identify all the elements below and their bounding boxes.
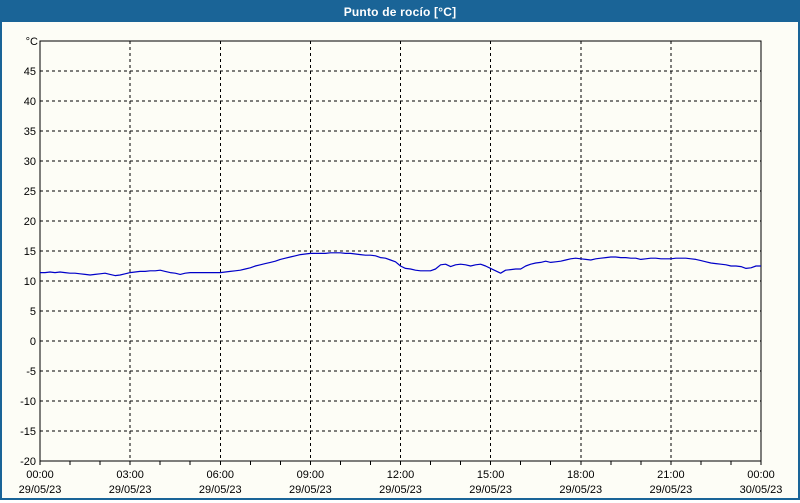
title-bar: Punto de rocío [°C] <box>2 2 798 22</box>
svg-text:15:00: 15:00 <box>477 469 505 481</box>
axis-ticks <box>39 461 762 465</box>
chart-area: 45 40 35 30 25 20 15 10 5 0 -5 -10 -15 -20 00:00 29/05/… <box>2 22 798 498</box>
svg-text:29/05/23: 29/05/23 <box>19 484 62 496</box>
svg-text:00:00: 00:00 <box>26 469 54 481</box>
svg-text:0: 0 <box>30 336 36 348</box>
svg-text:29/05/23: 29/05/23 <box>379 484 422 496</box>
svg-text:25: 25 <box>24 186 36 198</box>
svg-text:29/05/23: 29/05/23 <box>559 484 602 496</box>
svg-text:29/05/23: 29/05/23 <box>469 484 512 496</box>
svg-text:30/05/23: 30/05/23 <box>740 484 783 496</box>
plot-border <box>39 40 762 462</box>
svg-text:06:00: 06:00 <box>206 469 234 481</box>
svg-text:30: 30 <box>24 156 36 168</box>
svg-text:45: 45 <box>24 66 36 78</box>
svg-text:-10: -10 <box>20 396 36 408</box>
svg-text:5: 5 <box>30 306 36 318</box>
svg-text:03:00: 03:00 <box>116 469 144 481</box>
axis-labels: 454035302520151050-5-10-15-2000:0029/05/… <box>19 36 783 496</box>
y-axis-unit-label: °C <box>26 36 38 48</box>
svg-text:15: 15 <box>24 246 36 258</box>
svg-text:29/05/23: 29/05/23 <box>289 484 332 496</box>
svg-text:40: 40 <box>24 96 36 108</box>
svg-text:21:00: 21:00 <box>657 469 685 481</box>
window-title: Punto de rocío [°C] <box>343 5 457 19</box>
svg-text:29/05/23: 29/05/23 <box>109 484 152 496</box>
svg-text:29/05/23: 29/05/23 <box>199 484 242 496</box>
svg-text:10: 10 <box>24 276 36 288</box>
svg-text:-15: -15 <box>20 426 36 438</box>
svg-text:29/05/23: 29/05/23 <box>649 484 692 496</box>
svg-text:-5: -5 <box>26 366 36 378</box>
dew-point-chart: 454035302520151050-5-10-15-2000:0029/05/… <box>19 36 783 496</box>
svg-text:-20: -20 <box>20 456 36 468</box>
svg-text:00:00: 00:00 <box>747 469 775 481</box>
svg-text:12:00: 12:00 <box>387 469 415 481</box>
gridlines <box>40 41 761 461</box>
svg-text:35: 35 <box>24 126 36 138</box>
svg-text:09:00: 09:00 <box>297 469 325 481</box>
svg-text:20: 20 <box>24 216 36 228</box>
svg-text:18:00: 18:00 <box>567 469 595 481</box>
dew-point-line <box>40 252 761 277</box>
